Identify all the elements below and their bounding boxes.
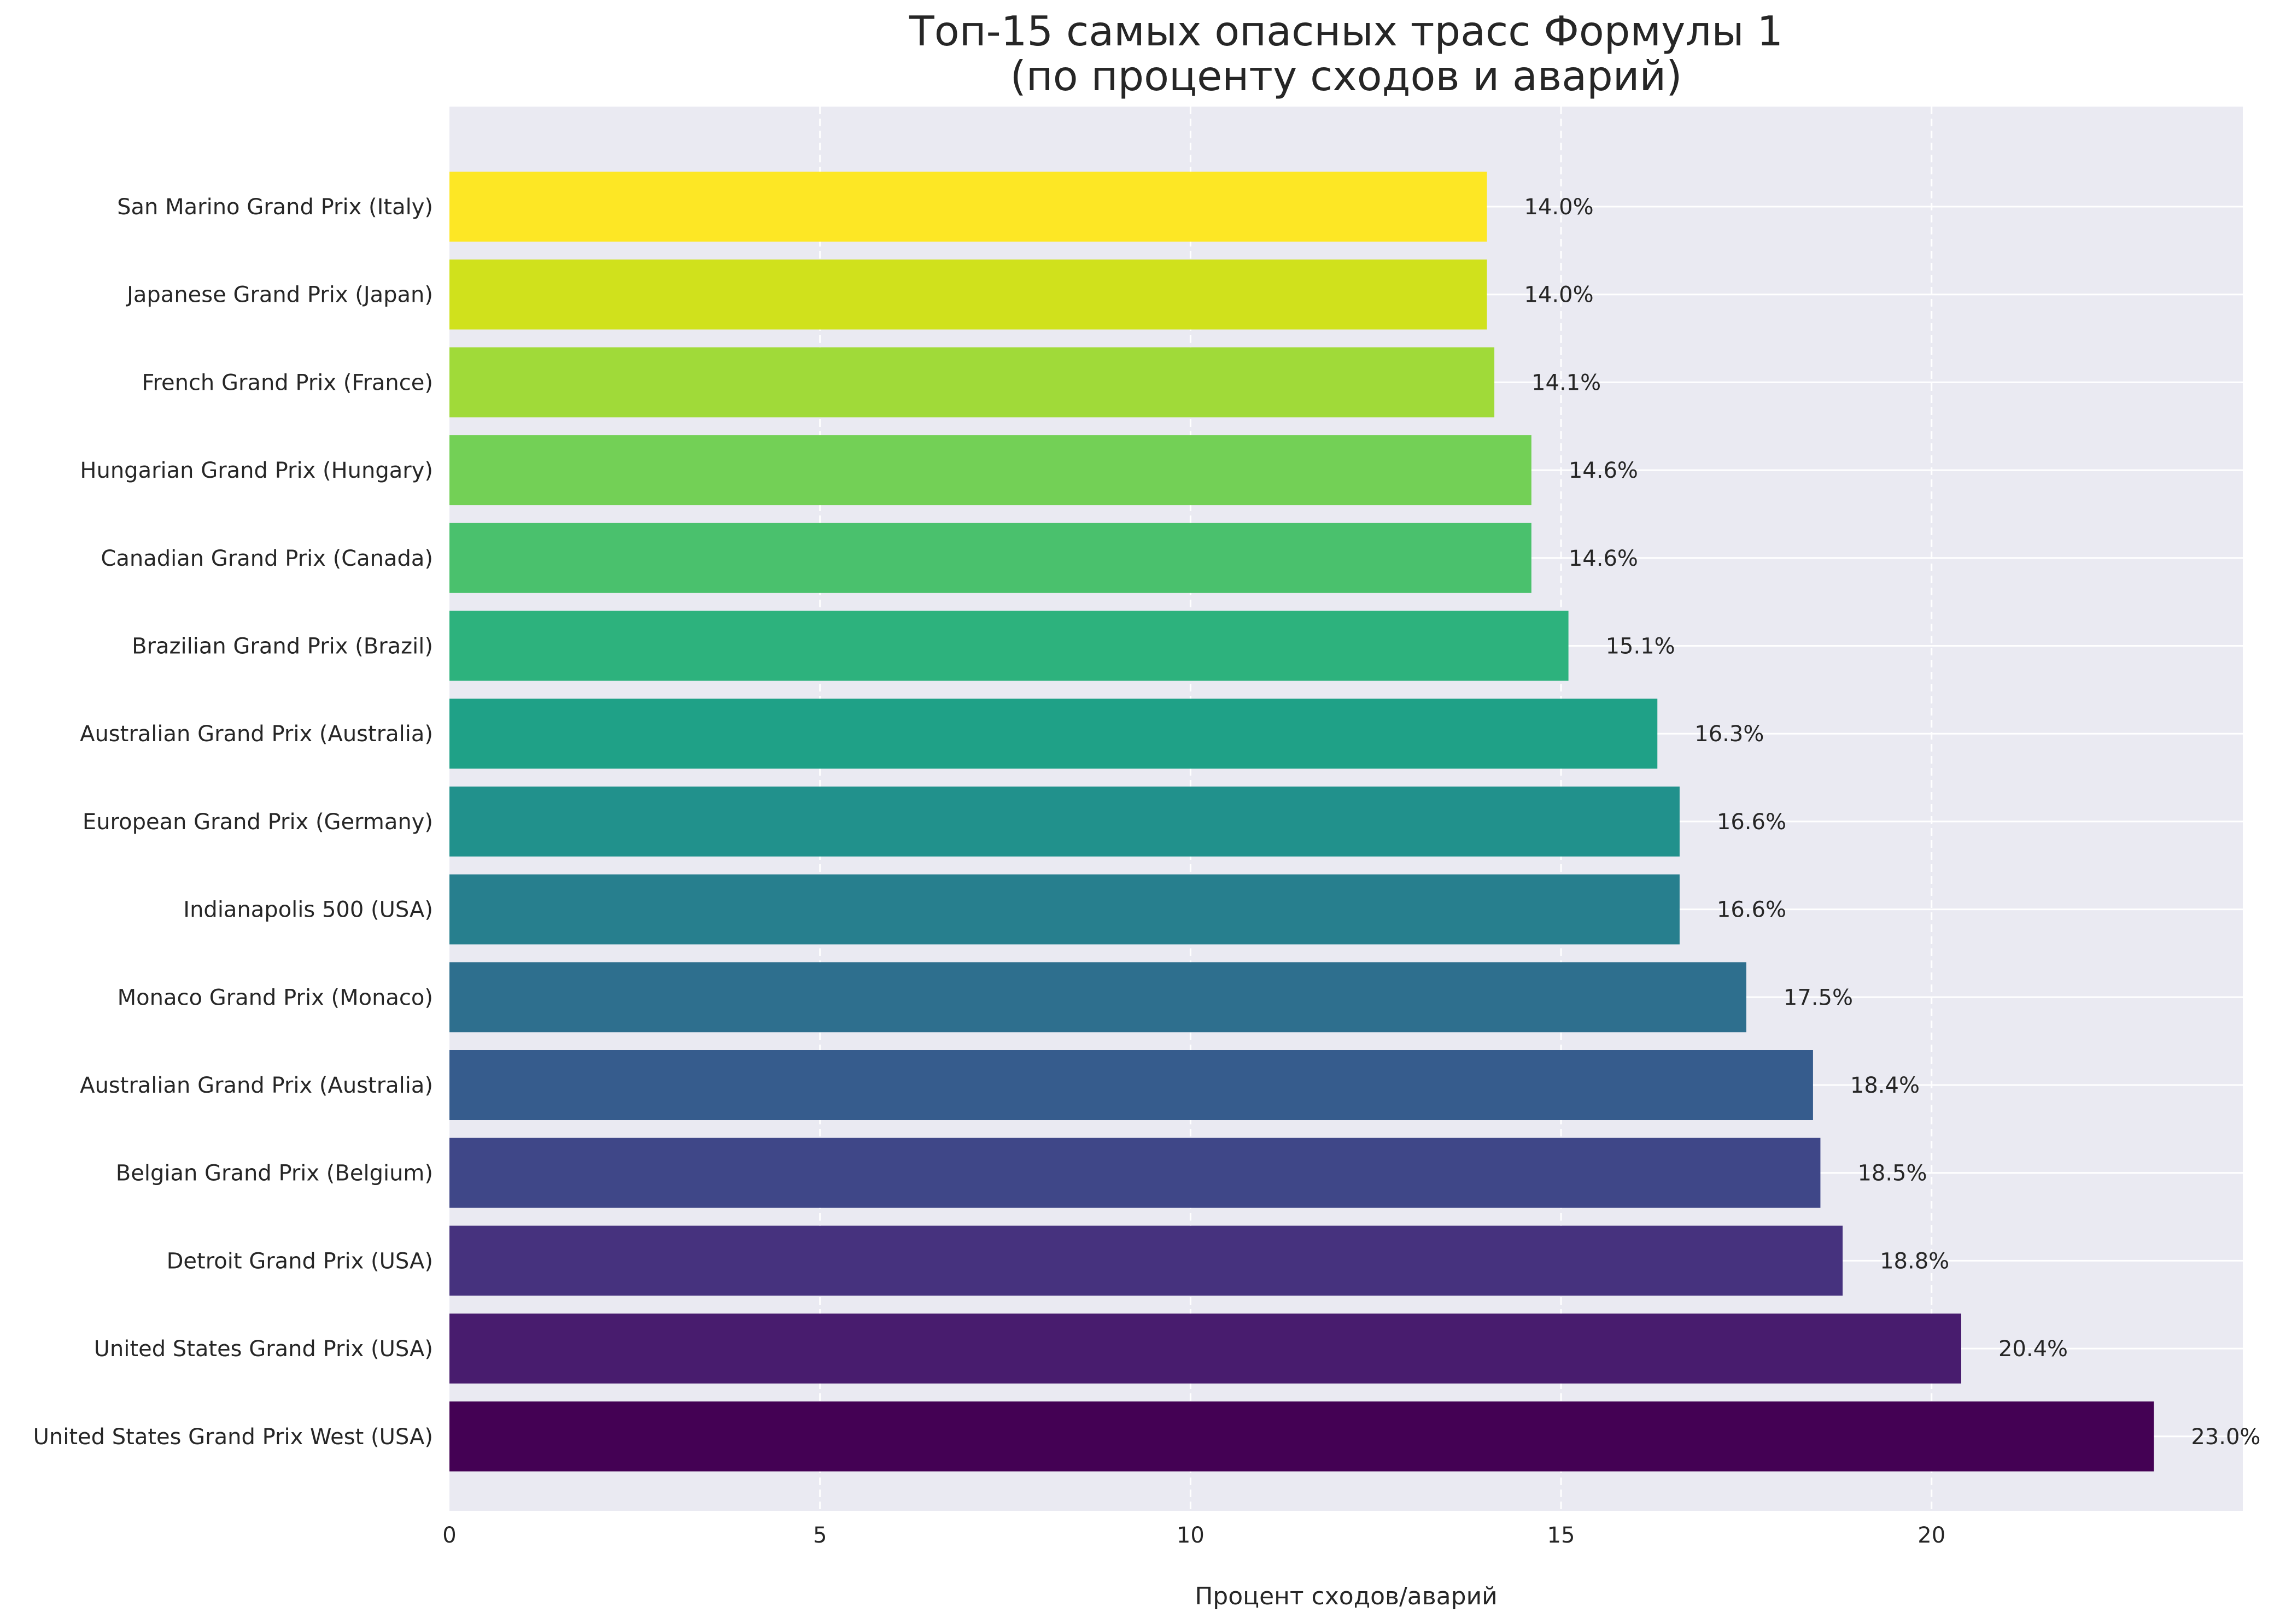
value-label: 14.0% — [1524, 195, 1594, 220]
y-tick-label: Detroit Grand Prix (USA) — [167, 1248, 433, 1274]
value-label: 18.8% — [1880, 1248, 1949, 1274]
y-axis-tick-labels: San Marino Grand Prix (Italy) Japanese Gr… — [33, 195, 433, 1450]
value-label: 14.6% — [1569, 458, 1638, 483]
value-label: 16.6% — [1717, 810, 1786, 835]
y-tick-label: Japanese Grand Prix (Japan) — [125, 283, 433, 308]
x-axis-label: Процент сходов/аварий — [1195, 1582, 1498, 1610]
bar — [449, 523, 1531, 593]
bar — [449, 962, 1746, 1033]
y-tick-label: French Grand Prix (France) — [142, 370, 433, 395]
bar — [449, 874, 1680, 945]
bar — [449, 1050, 1813, 1120]
chart-title-line-1: Топ-15 самых опасных трасс Формулы 1 — [909, 7, 1783, 55]
bar — [449, 786, 1680, 857]
y-tick-label: Monaco Grand Prix (Monaco) — [118, 985, 433, 1010]
x-axis-tick-labels: 0 5 10 15 20 — [442, 1523, 1945, 1548]
y-tick-label: European Grand Prix (Germany) — [83, 810, 433, 835]
value-label: 14.1% — [1531, 370, 1601, 395]
bar — [449, 259, 1487, 330]
bar — [449, 347, 1495, 418]
y-tick-label: San Marino Grand Prix (Italy) — [117, 195, 433, 220]
y-tick-label: Brazilian Grand Prix (Brazil) — [132, 634, 433, 659]
bar — [449, 611, 1569, 681]
value-label: 18.4% — [1850, 1073, 1920, 1098]
value-label: 15.1% — [1606, 634, 1675, 659]
y-tick-label: Hungarian Grand Prix (Hungary) — [80, 458, 433, 483]
value-label: 23.0% — [2191, 1424, 2260, 1450]
value-label: 16.3% — [1694, 722, 1764, 747]
value-labels: 14.0% 14.0% 14.1% 14.6% 14.6% 15.1% 16.3% 16.6%… — [1524, 195, 2261, 1450]
bar — [449, 435, 1531, 506]
value-label: 18.5% — [1857, 1161, 1927, 1186]
y-tick-label: Indianapolis 500 (USA) — [183, 898, 433, 923]
bars — [449, 172, 2154, 1471]
y-tick-label: Canadian Grand Prix (Canada) — [101, 546, 433, 571]
x-tick-label: 15 — [1547, 1523, 1575, 1548]
y-tick-label: Belgian Grand Prix (Belgium) — [116, 1161, 433, 1186]
value-label: 16.6% — [1717, 898, 1786, 923]
value-label: 14.6% — [1569, 546, 1638, 571]
bar — [449, 699, 1658, 769]
x-tick-label: 5 — [813, 1523, 827, 1548]
bar — [449, 172, 1487, 242]
x-tick-label: 10 — [1177, 1523, 1205, 1548]
bar — [449, 1226, 1843, 1296]
y-tick-label: United States Grand Prix West (USA) — [33, 1424, 433, 1450]
chart-title-line-2: (по проценту сходов и аварий) — [1010, 52, 1682, 100]
value-label: 20.4% — [1998, 1336, 2068, 1362]
bar — [449, 1314, 1961, 1384]
y-tick-label: United States Grand Prix (USA) — [94, 1336, 433, 1362]
y-tick-label: Australian Grand Prix (Australia) — [80, 1073, 433, 1098]
y-tick-label: Australian Grand Prix (Australia) — [80, 722, 433, 747]
bar — [449, 1138, 1821, 1208]
x-tick-label: 20 — [1917, 1523, 1945, 1548]
bar — [449, 1401, 2154, 1471]
value-label: 17.5% — [1784, 985, 1853, 1010]
x-tick-label: 0 — [442, 1523, 456, 1548]
value-label: 14.0% — [1524, 283, 1594, 308]
